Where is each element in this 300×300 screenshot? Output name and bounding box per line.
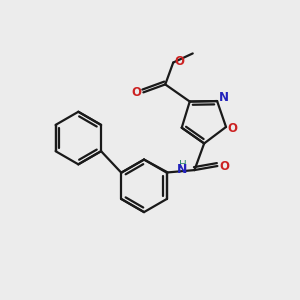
Text: O: O [228, 122, 238, 135]
Text: O: O [132, 86, 142, 99]
Text: O: O [219, 160, 229, 172]
Text: N: N [177, 163, 188, 176]
Text: N: N [219, 91, 229, 104]
Text: H: H [179, 160, 186, 170]
Text: O: O [175, 55, 185, 68]
